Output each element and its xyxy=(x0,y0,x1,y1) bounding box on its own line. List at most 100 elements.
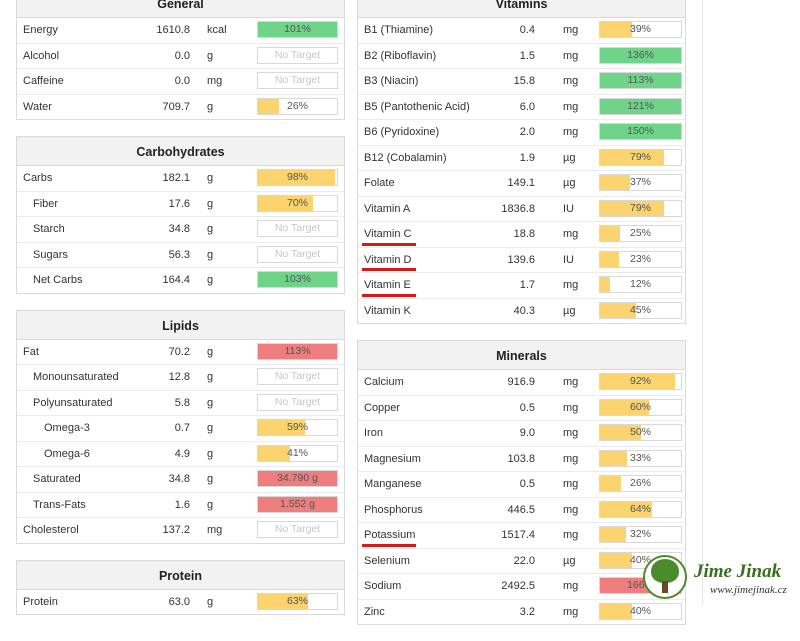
target-progress-bar: 60% xyxy=(599,398,682,416)
target-progress-bar: 121% xyxy=(599,97,682,115)
nutrient-row-polyunsaturated[interactable]: Polyunsaturated 5.8 g No Target xyxy=(17,391,344,416)
progress-label: 60% xyxy=(629,400,651,413)
nutrient-name: Phosphorus xyxy=(364,503,423,516)
progress-label: 1.552 g xyxy=(279,497,316,510)
nutrient-row-carbs[interactable]: Carbs 182.1 g 98% xyxy=(17,166,344,192)
nutrient-name: B5 (Pantothenic Acid) xyxy=(364,100,470,113)
progress-label: 25% xyxy=(629,227,651,239)
nutrient-row-calcium[interactable]: Calcium 916.9 mg 92% xyxy=(358,370,685,396)
nutrient-row-magnesium[interactable]: Magnesium 103.8 mg 33% xyxy=(358,447,685,472)
nutrient-amount: 1.6 xyxy=(174,498,190,511)
nutrient-name: Protein xyxy=(23,595,58,608)
nutrient-row-sodium[interactable]: Sodium 2492.5 mg 166% xyxy=(358,574,685,600)
nutrient-row-vitamin-d[interactable]: Vitamin D 139.6 IU 23% xyxy=(358,248,685,273)
target-progress-bar: 40% xyxy=(599,602,682,620)
nutrient-row-b2-riboflavin[interactable]: B2 (Riboflavin) 1.5 mg 136% xyxy=(358,44,685,69)
nutrient-row-vitamin-a[interactable]: Vitamin A 1836.8 IU 79% xyxy=(358,197,685,222)
progress-label: 32% xyxy=(629,528,651,540)
progress-label: 121% xyxy=(627,99,654,112)
nutrient-row-omega-3[interactable]: Omega-3 0.7 g 59% xyxy=(17,416,344,442)
progress-label: No Target xyxy=(274,48,321,61)
highlight-underline xyxy=(362,293,416,297)
nutrient-row-alcohol[interactable]: Alcohol 0.0 g No Target xyxy=(17,44,344,69)
nutrient-unit: mg xyxy=(563,529,579,541)
nutrient-row-water[interactable]: Water 709.7 g 26% xyxy=(17,95,344,120)
nutrient-row-selenium[interactable]: Selenium 22.0 µg 40% xyxy=(358,549,685,574)
progress-label: 98% xyxy=(286,171,308,183)
progress-fill xyxy=(600,200,664,216)
nutrient-unit: mg xyxy=(563,401,579,414)
nutrient-name: Copper xyxy=(364,401,401,414)
progress-label: 40% xyxy=(629,553,651,566)
vitamins-rows: B1 (Thiamine) 0.4 mg 39% B2 (Riboflavin) 1.5 m… xyxy=(358,18,685,323)
nutrient-row-b12-cobalamin[interactable]: B12 (Cobalamin) 1.9 µg 79% xyxy=(358,146,685,171)
watermark-url: www.jimejinak.cz xyxy=(710,584,787,596)
nutrient-row-omega-6[interactable]: Omega-6 4.9 g 41% xyxy=(17,442,344,467)
nutrient-name: Folate xyxy=(364,177,395,189)
nutrient-row-trans-fats[interactable]: Trans-Fats 1.6 g 1.552 g xyxy=(17,493,344,518)
nutrient-row-fiber[interactable]: Fiber 17.6 g 70% xyxy=(17,192,344,217)
nutrient-amount: 12.8 xyxy=(168,371,190,383)
nutrient-name: Omega-6 xyxy=(44,447,90,460)
nutrient-row-cholesterol[interactable]: Cholesterol 137.2 mg No Target xyxy=(17,518,344,543)
nutrient-row-vitamin-k[interactable]: Vitamin K 40.3 µg 45% xyxy=(358,299,685,324)
nutrient-amount: 164.4 xyxy=(162,274,190,286)
nutrient-name: Alcohol xyxy=(23,49,60,62)
progress-fill xyxy=(258,170,336,185)
progress-label: No Target xyxy=(274,370,321,382)
nutrient-row-fat[interactable]: Fat 70.2 g 113% xyxy=(17,340,344,365)
target-progress-bar: No Target xyxy=(257,393,338,411)
nutrient-amount: 4.9 xyxy=(174,447,190,460)
nutrient-name: B3 (Niacin) xyxy=(364,75,419,87)
nutrient-row-b6-pyridoxine[interactable]: B6 (Pyridoxine) 2.0 mg 150% xyxy=(358,120,685,146)
nutrient-name: Sugars xyxy=(33,248,68,261)
progress-fill xyxy=(600,425,641,440)
nutrient-row-sugars[interactable]: Sugars 56.3 g No Target xyxy=(17,243,344,268)
nutrient-amount: 70.2 xyxy=(168,345,190,358)
progress-label: 12% xyxy=(629,278,651,290)
highlight-underline xyxy=(362,268,416,271)
nutrient-row-phosphorus[interactable]: Phosphorus 446.5 mg 64% xyxy=(358,498,685,523)
progress-label: 50% xyxy=(629,426,651,438)
nutrient-row-copper[interactable]: Copper 0.5 mg 60% xyxy=(358,396,685,421)
nutrient-name: Trans-Fats xyxy=(33,498,86,511)
nutrient-unit: mg xyxy=(563,605,579,618)
nutrient-row-vitamin-e[interactable]: Vitamin E 1.7 mg 12% xyxy=(358,273,685,299)
nutrient-row-b1-thiamine[interactable]: B1 (Thiamine) 0.4 mg 39% xyxy=(358,18,685,44)
progress-label: 92% xyxy=(629,375,651,387)
progress-fill xyxy=(600,399,649,415)
progress-label: 113% xyxy=(627,74,654,86)
lipids-rows: Fat 70.2 g 113% Monounsaturated 12.8 g No Targe… xyxy=(17,340,344,543)
progress-label: No Target xyxy=(274,74,321,86)
nutrient-row-potassium[interactable]: Potassium 1517.4 mg 32% xyxy=(358,523,685,549)
nutrient-row-saturated[interactable]: Saturated 34.8 g 34.790 g xyxy=(17,467,344,493)
nutrient-unit: mg xyxy=(563,279,579,291)
nutrient-row-folate[interactable]: Folate 149.1 µg 37% xyxy=(358,171,685,197)
nutrient-name: Vitamin E xyxy=(364,279,411,291)
nutrient-unit: mg xyxy=(563,49,579,62)
target-progress-bar: 70% xyxy=(257,194,338,212)
nutrient-row-monounsaturated[interactable]: Monounsaturated 12.8 g No Target xyxy=(17,365,344,391)
nutrient-amount: 9.0 xyxy=(519,427,535,439)
nutrient-row-b3-niacin[interactable]: B3 (Niacin) 15.8 mg 113% xyxy=(358,69,685,95)
nutrient-unit: kcal xyxy=(207,24,227,36)
nutrient-row-zinc[interactable]: Zinc 3.2 mg 40% xyxy=(358,600,685,625)
general-panel: General Energy 1610.8 kcal 101% Alcohol 0.0 g N… xyxy=(16,0,345,120)
nutrient-row-manganese[interactable]: Manganese 0.5 mg 26% xyxy=(358,472,685,498)
nutrient-unit: µg xyxy=(563,151,576,164)
nutrient-row-energy[interactable]: Energy 1610.8 kcal 101% xyxy=(17,18,344,44)
target-progress-bar: 39% xyxy=(599,21,682,38)
nutrient-amount: 709.7 xyxy=(162,100,190,113)
nutrient-row-iron[interactable]: Iron 9.0 mg 50% xyxy=(358,421,685,447)
nutrient-amount: 0.5 xyxy=(519,401,535,414)
nutrient-row-net-carbs[interactable]: Net Carbs 164.4 g 103% xyxy=(17,268,344,293)
target-progress-bar: 59% xyxy=(257,419,338,436)
nutrient-row-protein[interactable]: Protein 63.0 g 63% xyxy=(17,590,344,615)
nutrient-row-starch[interactable]: Starch 34.8 g No Target xyxy=(17,217,344,243)
nutrient-row-b5-pantothenic-acid[interactable]: B5 (Pantothenic Acid) 6.0 mg 121% xyxy=(358,95,685,120)
progress-label: 101% xyxy=(284,23,311,35)
nutrient-row-vitamin-c[interactable]: Vitamin C 18.8 mg 25% xyxy=(358,222,685,248)
progress-label: 34.790 g xyxy=(277,472,318,484)
nutrient-row-caffeine[interactable]: Caffeine 0.0 mg No Target xyxy=(17,69,344,95)
target-progress-bar: 113% xyxy=(599,72,682,89)
